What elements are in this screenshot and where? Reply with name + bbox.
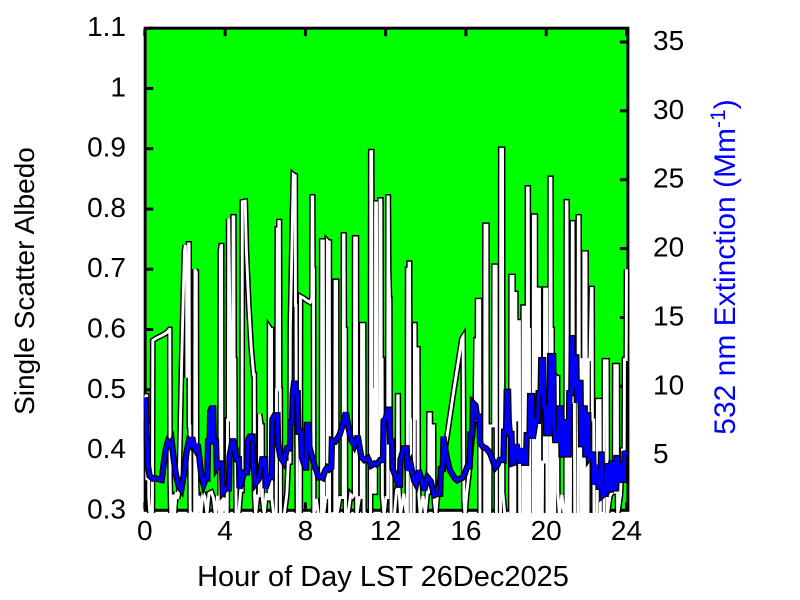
svg-text:0: 0 bbox=[137, 515, 153, 546]
svg-text:0.9: 0.9 bbox=[87, 132, 126, 163]
svg-text:0.3: 0.3 bbox=[87, 493, 126, 524]
svg-text:0.8: 0.8 bbox=[87, 192, 126, 223]
svg-text:0.6: 0.6 bbox=[87, 313, 126, 344]
svg-text:532 nm Extinction (Mm-1): 532 nm Extinction (Mm-1) bbox=[707, 99, 742, 434]
svg-text:20: 20 bbox=[531, 515, 562, 546]
svg-text:10: 10 bbox=[653, 369, 684, 400]
svg-text:1.1: 1.1 bbox=[87, 11, 126, 42]
svg-text:8: 8 bbox=[298, 515, 314, 546]
svg-text:5: 5 bbox=[653, 438, 669, 469]
svg-text:30: 30 bbox=[653, 94, 684, 125]
svg-text:0.4: 0.4 bbox=[87, 433, 126, 464]
svg-text:Single Scatter Albedo: Single Scatter Albedo bbox=[9, 147, 40, 415]
svg-text:4: 4 bbox=[217, 515, 233, 546]
svg-text:12: 12 bbox=[370, 515, 401, 546]
svg-text:25: 25 bbox=[653, 163, 684, 194]
svg-text:1: 1 bbox=[110, 72, 126, 103]
svg-text:16: 16 bbox=[450, 515, 481, 546]
svg-text:15: 15 bbox=[653, 301, 684, 332]
svg-text:Hour of Day LST 26Dec2025: Hour of Day LST 26Dec2025 bbox=[197, 561, 569, 593]
svg-text:0.7: 0.7 bbox=[87, 252, 126, 283]
svg-text:0.5: 0.5 bbox=[87, 373, 126, 404]
svg-text:20: 20 bbox=[653, 232, 684, 263]
svg-text:24: 24 bbox=[611, 515, 642, 546]
svg-text:35: 35 bbox=[653, 25, 684, 56]
